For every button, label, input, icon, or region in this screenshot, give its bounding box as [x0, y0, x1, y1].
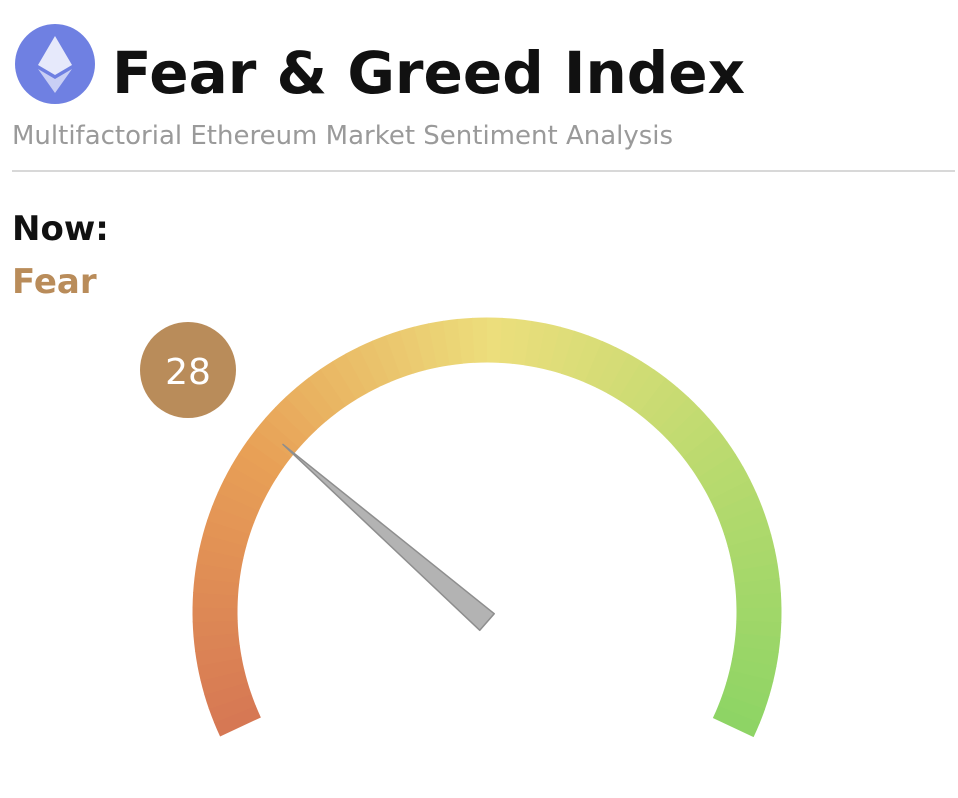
gauge-band [674, 418, 719, 459]
gauge-band [719, 506, 768, 536]
gauge-band [358, 340, 391, 388]
ethereum-icon-top [38, 36, 72, 75]
gauge-band [715, 492, 763, 524]
gauge-band [285, 386, 327, 430]
gauge-band [657, 397, 700, 440]
gauge-band [648, 387, 689, 431]
gauge-band [200, 669, 248, 696]
now-label: Now: [12, 209, 109, 249]
gauge-band [584, 340, 617, 388]
gauge-band [606, 353, 643, 400]
gauge-band [320, 360, 357, 407]
needle [282, 443, 495, 632]
gauge-band [428, 320, 451, 368]
gauge-band [265, 406, 309, 449]
gauge-band [572, 335, 603, 383]
gauge-band [308, 368, 347, 414]
gauge-band [195, 644, 242, 667]
gauge-band [735, 592, 782, 609]
gauge-band [246, 429, 292, 468]
gauge-band [730, 548, 778, 572]
gauge-band [230, 453, 277, 489]
gauge-band [296, 377, 337, 422]
gauge-band [199, 533, 247, 559]
gauge-band [709, 479, 757, 512]
gauge-band [192, 592, 239, 609]
gauge-band [703, 466, 751, 501]
gauge-band [722, 682, 770, 710]
gauge-band [213, 705, 261, 737]
gauge-band [238, 440, 285, 479]
gauge-band [332, 353, 368, 400]
gauge-band [690, 441, 736, 479]
gauge-band [413, 323, 439, 371]
gauge-band [255, 417, 300, 458]
gauge-band [729, 657, 777, 682]
gauge-band [208, 693, 256, 723]
gauge-band [726, 670, 774, 696]
gauge-band [442, 318, 463, 366]
gauge-band [628, 369, 667, 415]
gauge-band [511, 318, 532, 366]
gauge-band [499, 317, 518, 364]
gauge-band [595, 347, 630, 394]
gauge-band [275, 396, 317, 439]
gauge-band [204, 681, 252, 710]
subtitle: Multifactorial Ethereum Market Sentiment… [12, 121, 673, 151]
gauge-band [197, 657, 245, 681]
now-state: Fear [12, 262, 97, 302]
gauge-band [724, 520, 772, 548]
title: Fear & Greed Index [112, 39, 745, 107]
value-badge [140, 322, 236, 418]
gauge-band [207, 505, 255, 535]
gauge-band [732, 645, 779, 668]
gauge-band [735, 620, 782, 638]
gauge-band [196, 548, 244, 571]
value-label: 28 [165, 352, 211, 393]
gauge-band [193, 632, 240, 652]
gauge-band [734, 633, 781, 653]
gauge-band [717, 694, 766, 724]
gauge-band [345, 346, 379, 394]
gauge-band [548, 326, 576, 374]
gauge-band [202, 519, 251, 547]
gauge-band [385, 330, 414, 378]
gauge-band [536, 323, 561, 371]
gauge-band [617, 361, 655, 407]
gauge-band [712, 705, 760, 738]
gauge: 28 [140, 317, 782, 738]
gauge-band [224, 465, 271, 500]
gauge-band [638, 377, 678, 423]
gauge-band [371, 335, 402, 383]
gauge-band [192, 619, 239, 638]
gauge-band [212, 492, 260, 523]
gauge-band [457, 317, 476, 364]
gauge-band [193, 577, 240, 596]
gauge-band [399, 326, 426, 374]
gauge-band [697, 453, 744, 490]
gauge-band [733, 563, 780, 584]
gauge-band [666, 407, 710, 449]
gauge-band [682, 429, 728, 469]
ethereum-icon-bottom [38, 69, 72, 93]
gauge-band [727, 534, 775, 560]
gauge-band [217, 478, 265, 512]
gauge-band [194, 562, 242, 584]
gauge-band [524, 320, 547, 368]
gauge-band [734, 578, 781, 597]
gauge-band [560, 330, 590, 378]
